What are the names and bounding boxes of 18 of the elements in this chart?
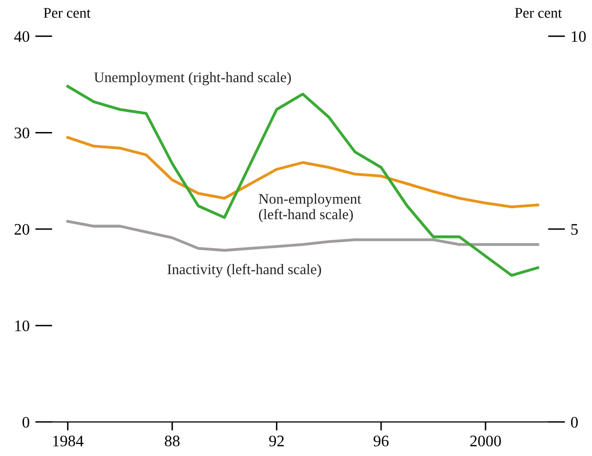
y-tick-label: 20 <box>14 224 30 235</box>
y-tick-label: 40 <box>14 31 30 42</box>
x-tick-label: 1984 <box>53 436 84 446</box>
y-tick-label: 30 <box>14 128 30 138</box>
y2-tick-label: 0 <box>571 416 578 428</box>
y2-tick-label: 10 <box>572 31 586 42</box>
y2-axis-title: Per cent <box>515 8 562 18</box>
x-tick-label: 96 <box>374 436 389 446</box>
x-tick-label: 2000 <box>470 436 501 446</box>
x-tick-label: 92 <box>269 436 284 446</box>
series-label: Unemployment (right-hand scale) <box>94 72 291 86</box>
y2-tick-label: 5 <box>571 224 578 235</box>
x-tick-label: 88 <box>164 436 180 446</box>
y-axis-title: Per cent <box>44 8 91 18</box>
series-label: Inactivity (left-hand scale) <box>168 264 322 278</box>
y-tick-label: 0 <box>22 416 30 428</box>
series-label: Non-employment (left-hand scale) <box>258 194 362 222</box>
y-tick-label: 10 <box>15 320 30 332</box>
